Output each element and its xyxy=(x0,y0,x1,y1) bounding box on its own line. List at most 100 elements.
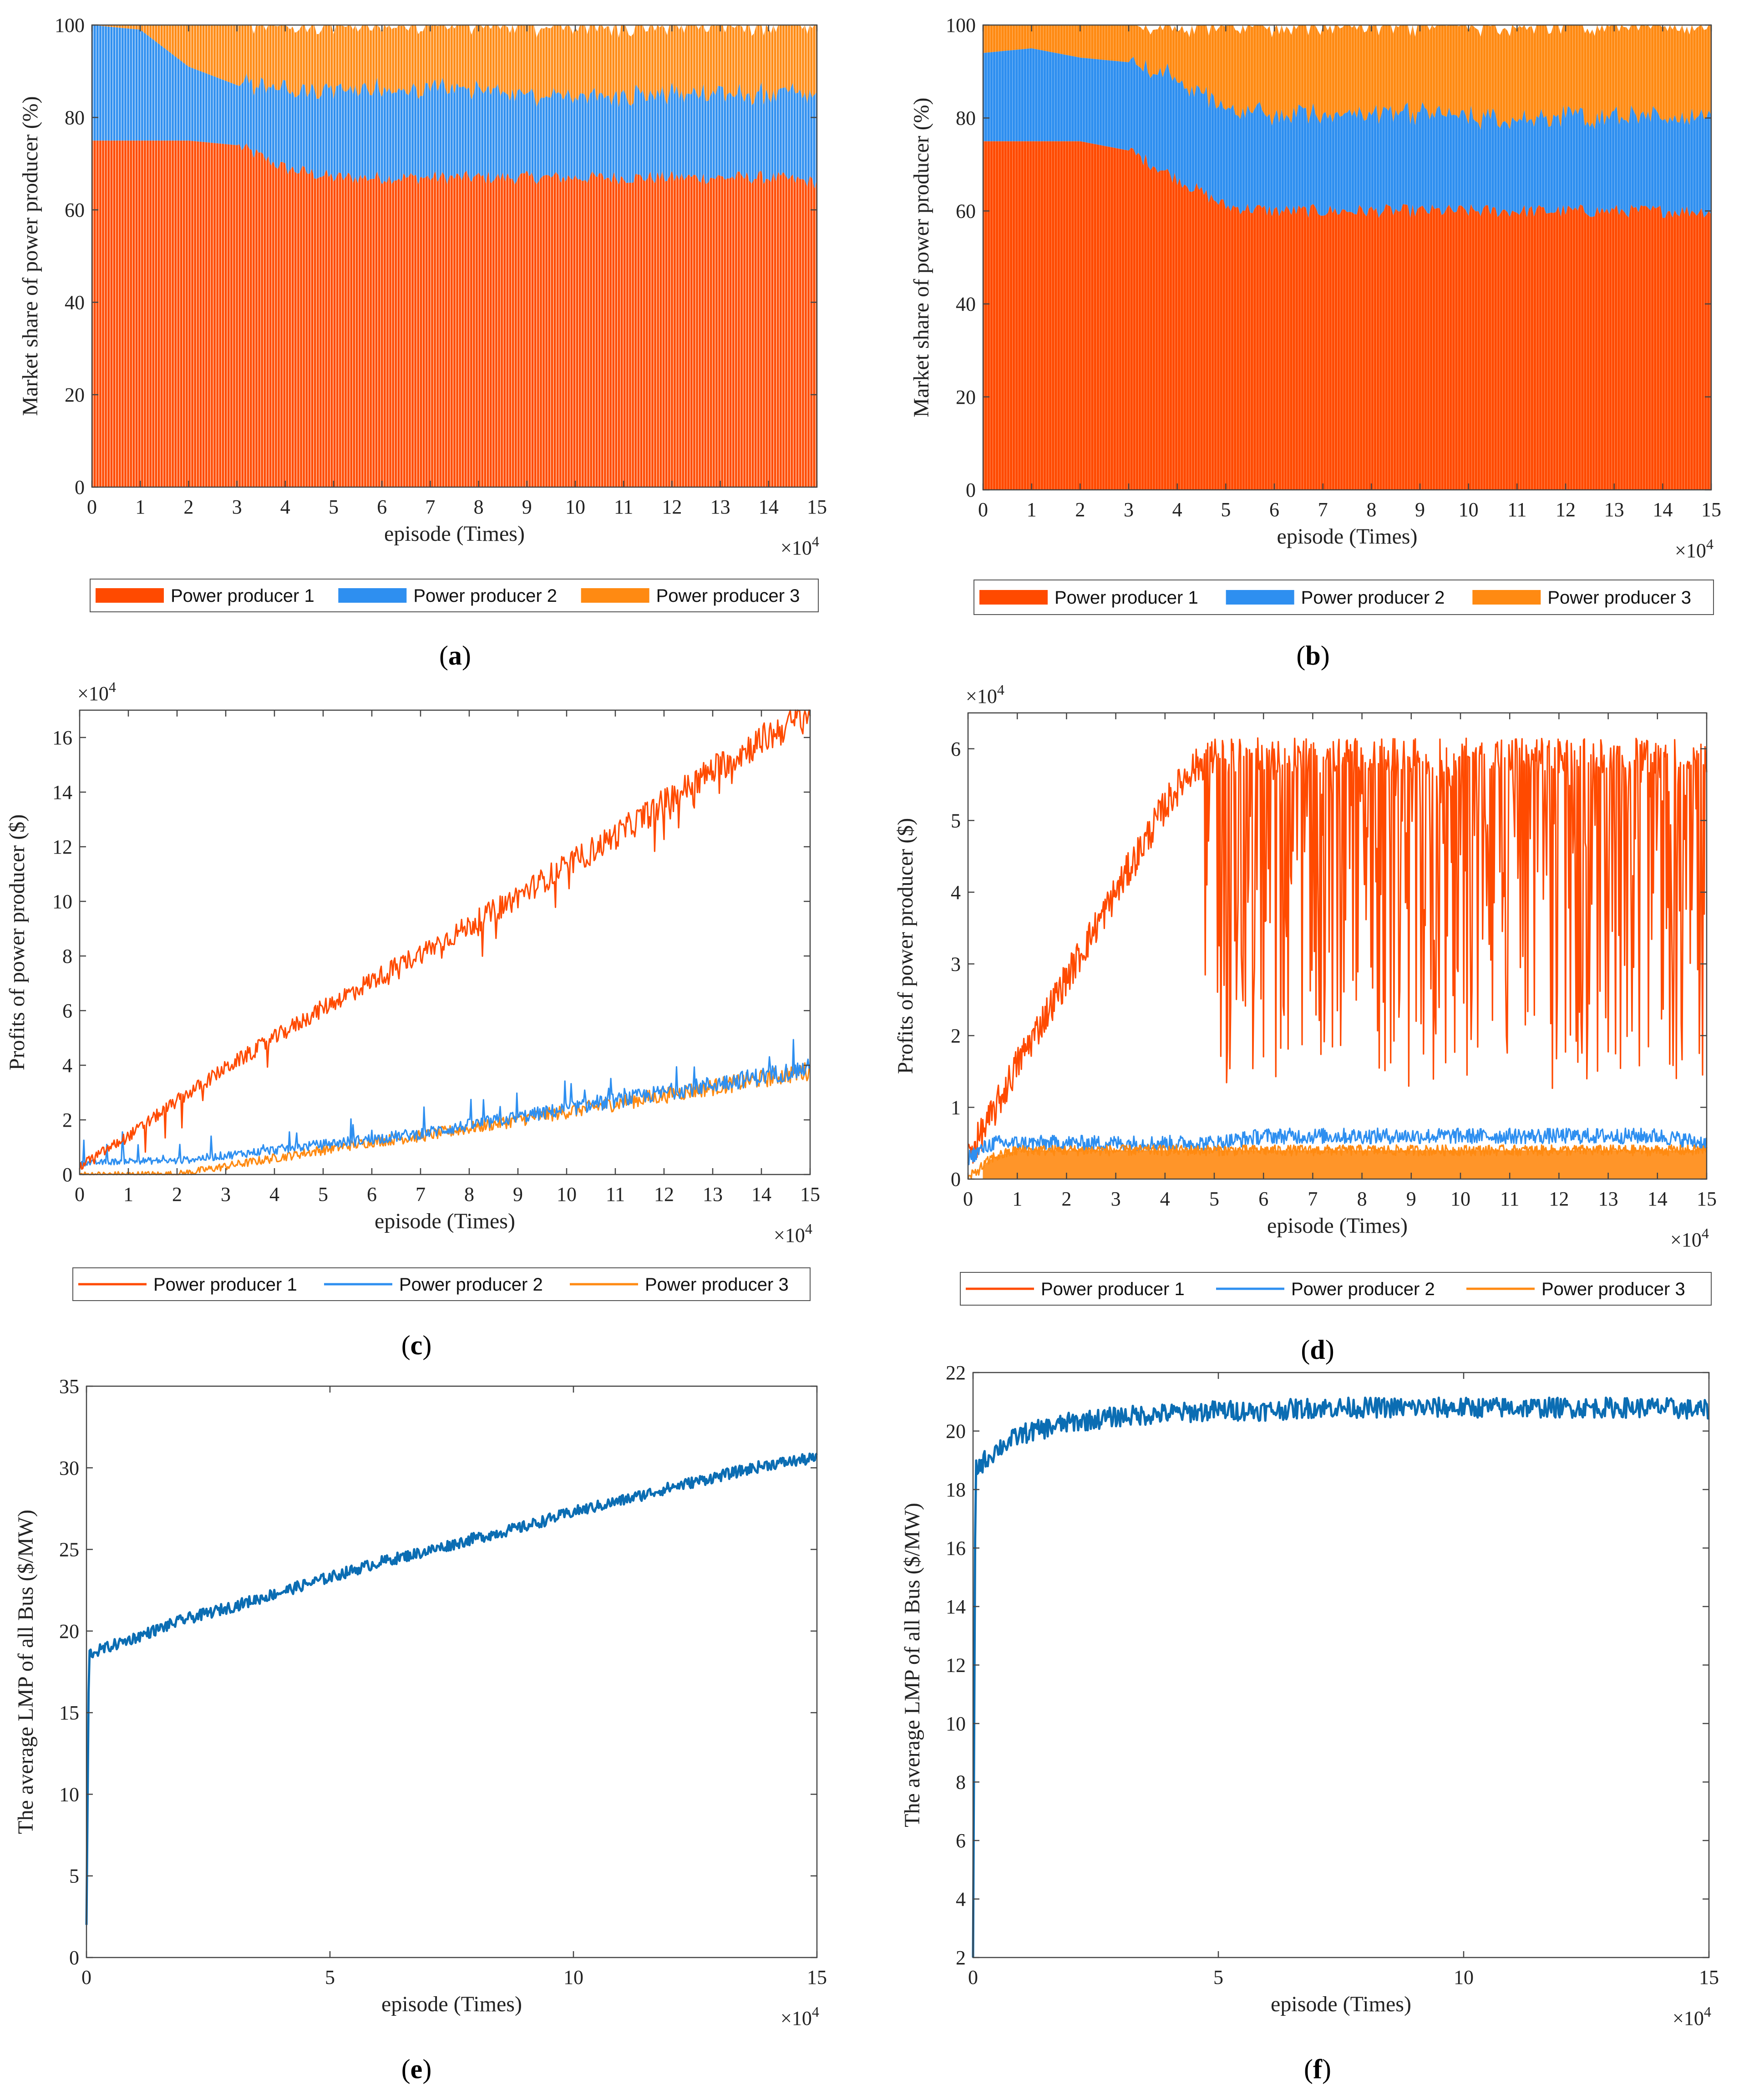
legend: Power producer 1 Power producer 2 Power pr… xyxy=(973,580,1714,615)
x-tick-label: 3 xyxy=(221,1183,231,1205)
y-tick-label: 5 xyxy=(69,1865,79,1887)
x-tick-label: 15 xyxy=(807,1966,827,1988)
area-power-producer-3 xyxy=(983,25,1711,130)
y-tick-label: 100 xyxy=(55,14,85,36)
y-tick-label: 80 xyxy=(956,107,976,129)
y-multiplier: ×104 xyxy=(966,681,1004,707)
x-tick-label: 1 xyxy=(1027,498,1037,521)
y-tick-label: 4 xyxy=(951,881,961,904)
x-tick-label: 4 xyxy=(1160,1188,1170,1210)
line-power-producer-3 xyxy=(79,1062,811,1175)
y-tick-label: 40 xyxy=(65,291,85,314)
y-tick-label: 20 xyxy=(946,1420,966,1443)
bar-gaps xyxy=(984,25,1710,490)
panel-label: (c) xyxy=(401,1330,432,1360)
x-tick-label: 8 xyxy=(464,1183,474,1205)
x-tick-label: 1 xyxy=(123,1183,133,1205)
y-tick-label: 3 xyxy=(951,953,961,975)
panel-label: (a) xyxy=(439,641,471,671)
x-tick-label: 2 xyxy=(1075,498,1085,521)
x-tick-label: 7 xyxy=(416,1183,426,1205)
legend-label-2: Power producer 2 xyxy=(413,586,557,606)
x-tick-label: 0 xyxy=(75,1183,85,1205)
x-tick-label: 15 xyxy=(1697,1188,1717,1210)
stacked-area-plot xyxy=(983,25,1711,490)
line-average-lmp xyxy=(972,1396,1710,1958)
x-tick-label: 15 xyxy=(807,496,827,518)
x-tick-label: 10 xyxy=(565,496,585,518)
x-tick-label: 6 xyxy=(1269,498,1279,521)
x-tick-label: 12 xyxy=(1549,1188,1569,1210)
x-tick-label: 6 xyxy=(1258,1188,1268,1210)
x-tick-label: 2 xyxy=(172,1183,182,1205)
plot-frame xyxy=(982,24,1712,491)
y-tick-label: 18 xyxy=(946,1479,966,1501)
chart-b: 0 1 2 3 4 5 6 7 8 9 10 11 12 13 14 15020406080100episod… xyxy=(909,14,1721,671)
x-multiplier: ×104 xyxy=(781,2003,819,2029)
x-tick-label: 0 xyxy=(963,1188,973,1210)
x-tick-label: 2 xyxy=(183,496,193,518)
y-tick-label: 6 xyxy=(956,1830,966,1852)
x-tick-label: 13 xyxy=(1598,1188,1618,1210)
x-axis-label: episode (Times) xyxy=(384,522,525,546)
x-tick-label: 3 xyxy=(1111,1188,1121,1210)
legend: Power producer 1 Power producer 2 Power pr… xyxy=(90,579,819,612)
x-tick-label: 5 xyxy=(325,1966,335,1988)
y-tick-label: 4 xyxy=(956,1888,966,1911)
legend-label-1: Power producer 1 xyxy=(171,586,314,606)
x-tick-label: 13 xyxy=(1604,498,1624,521)
x-axis-label: episode (Times) xyxy=(1277,524,1418,549)
y-tick-label: 14 xyxy=(52,781,72,803)
y-tick-label: 35 xyxy=(59,1375,79,1398)
stacked-area-plot xyxy=(92,25,817,487)
line-power-producer-2 xyxy=(79,1039,811,1167)
legend-box xyxy=(973,580,1714,615)
x-tick-label: 10 xyxy=(1454,1966,1474,1988)
legend-label-1: Power producer 1 xyxy=(1041,1279,1185,1299)
legend-box xyxy=(90,579,819,612)
x-multiplier: ×104 xyxy=(781,533,819,559)
legend-label-1: Power producer 1 xyxy=(1055,588,1198,608)
x-tick-label: 10 xyxy=(557,1183,577,1205)
legend-swatch-3 xyxy=(581,588,649,603)
x-tick-label: 11 xyxy=(606,1183,625,1205)
x-tick-label: 15 xyxy=(1699,1966,1719,1988)
y-tick-label: 6 xyxy=(62,1000,72,1022)
area-power-producer-1 xyxy=(983,141,1711,490)
y-tick-label: 10 xyxy=(946,1713,966,1735)
y-tick-label: 20 xyxy=(65,384,85,406)
x-tick-label: 8 xyxy=(474,496,484,518)
legend-swatch-3 xyxy=(1472,590,1541,605)
legend-label-3: Power producer 3 xyxy=(656,586,800,606)
x-tick-label: 11 xyxy=(1507,498,1526,521)
y-multiplier: ×104 xyxy=(77,679,116,705)
chart-a: 0 1 2 3 4 5 6 7 8 9 10 11 12 13 14 15020406080100episod… xyxy=(18,14,827,671)
area-power-producer-3 xyxy=(92,25,817,107)
legend: Power producer 1 Power producer 2 Power pr… xyxy=(960,1272,1712,1306)
x-tick-label: 5 xyxy=(1209,1188,1219,1210)
y-tick-label: 2 xyxy=(62,1109,72,1131)
y-tick-label: 4 xyxy=(62,1054,72,1077)
legend-label-1: Power producer 1 xyxy=(153,1275,297,1295)
x-tick-label: 15 xyxy=(800,1183,820,1205)
x-tick-label: 5 xyxy=(1221,498,1231,521)
legend-label-3: Power producer 3 xyxy=(1541,1279,1685,1299)
x-tick-label: 1 xyxy=(1012,1188,1022,1210)
legend-label-2: Power producer 2 xyxy=(399,1275,543,1295)
panel-label: (b) xyxy=(1296,641,1329,671)
line-power-producer-1 xyxy=(967,737,1708,1164)
x-axis-label: episode (Times) xyxy=(375,1209,515,1233)
x-tick-label: 4 xyxy=(269,1183,279,1205)
x-tick-label: 14 xyxy=(1653,498,1673,521)
y-tick-label: 60 xyxy=(65,199,85,221)
y-axis-label: Profits of power producer ($) xyxy=(893,818,918,1074)
x-multiplier: ×104 xyxy=(1673,2003,1711,2029)
x-tick-label: 9 xyxy=(1406,1188,1416,1210)
legend-swatch-1 xyxy=(979,590,1048,605)
x-tick-label: 7 xyxy=(1318,498,1328,521)
y-tick-label: 0 xyxy=(951,1168,961,1190)
plot-frame xyxy=(967,712,1708,1180)
y-tick-label: 6 xyxy=(951,738,961,760)
y-tick-label: 15 xyxy=(59,1702,79,1724)
